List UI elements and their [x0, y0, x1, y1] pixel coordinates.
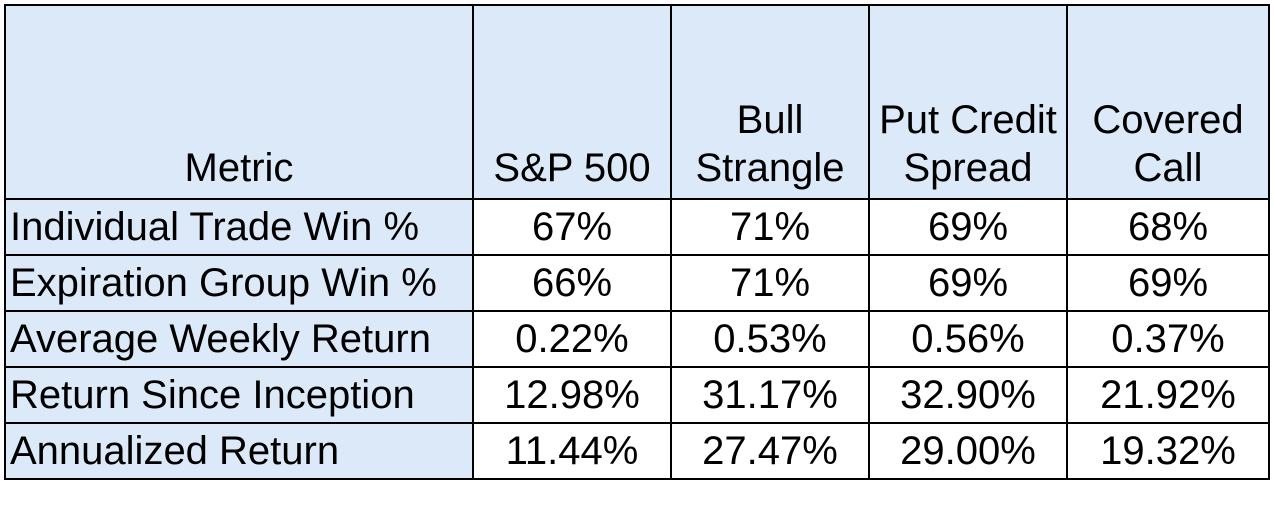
value-cell: 29.00% — [868, 422, 1068, 480]
value-cell: 67% — [472, 198, 672, 256]
header-line: Bull — [736, 98, 804, 142]
metrics-table: Metric S&P 500 Bull Strangle Put Credit … — [4, 4, 1270, 480]
value-cell: 71% — [670, 198, 870, 256]
table-row: Return Since Inception 12.98% 31.17% 32.… — [4, 366, 1270, 424]
header-line: Metric — [184, 146, 294, 190]
value-cell: 19.32% — [1066, 422, 1270, 480]
table-row: Expiration Group Win % 66% 71% 69% 69% — [4, 254, 1270, 312]
header-row: Metric S&P 500 Bull Strangle Put Credit … — [4, 4, 1270, 200]
value-cell: 27.47% — [670, 422, 870, 480]
value-cell: 69% — [1066, 254, 1270, 312]
metric-label: Average Weekly Return — [4, 310, 474, 368]
value-cell: 66% — [472, 254, 672, 312]
header-covered-call: Covered Call — [1066, 4, 1270, 200]
value-cell: 0.53% — [670, 310, 870, 368]
metric-label: Return Since Inception — [4, 366, 474, 424]
header-line: Strangle — [695, 146, 845, 190]
table-row: Annualized Return 11.44% 27.47% 29.00% 1… — [4, 422, 1270, 480]
header-line: Put Credit — [879, 98, 1057, 142]
metric-label: Individual Trade Win % — [4, 198, 474, 256]
value-cell: 68% — [1066, 198, 1270, 256]
value-cell: 31.17% — [670, 366, 870, 424]
metric-label: Annualized Return — [4, 422, 474, 480]
value-cell: 0.56% — [868, 310, 1068, 368]
table-row: Individual Trade Win % 67% 71% 69% 68% — [4, 198, 1270, 256]
header-sp500: S&P 500 — [472, 4, 672, 200]
header-line: Spread — [903, 146, 1033, 190]
value-cell: 69% — [868, 198, 1068, 256]
value-cell: 21.92% — [1066, 366, 1270, 424]
value-cell: 12.98% — [472, 366, 672, 424]
header-line: Call — [1133, 146, 1203, 190]
value-cell: 11.44% — [472, 422, 672, 480]
metric-label: Expiration Group Win % — [4, 254, 474, 312]
value-cell: 0.22% — [472, 310, 672, 368]
table-row: Average Weekly Return 0.22% 0.53% 0.56% … — [4, 310, 1270, 368]
value-cell: 32.90% — [868, 366, 1068, 424]
header-put-credit-spread: Put Credit Spread — [868, 4, 1068, 200]
value-cell: 69% — [868, 254, 1068, 312]
header-line: Covered — [1092, 98, 1244, 142]
header-line: S&P 500 — [493, 146, 651, 190]
value-cell: 71% — [670, 254, 870, 312]
header-bull-strangle: Bull Strangle — [670, 4, 870, 200]
value-cell: 0.37% — [1066, 310, 1270, 368]
header-metric: Metric — [4, 4, 474, 200]
